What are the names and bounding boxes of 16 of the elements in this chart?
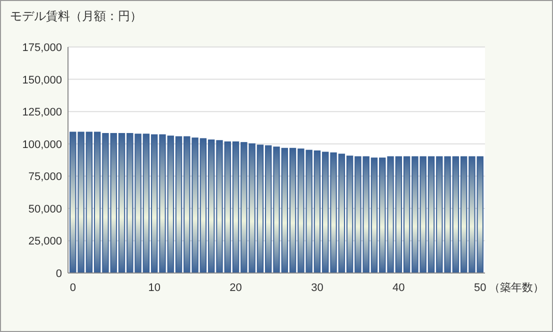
x-tick-label: 10 bbox=[148, 282, 160, 294]
y-tick-label: 0 bbox=[56, 268, 62, 280]
x-tick-label: 40 bbox=[392, 282, 405, 294]
y-tick-label: 125,000 bbox=[22, 106, 62, 119]
y-tick-label: 75,000 bbox=[28, 171, 62, 184]
y-tick-label: 175,000 bbox=[22, 42, 62, 54]
x-tick-label: 0 bbox=[70, 282, 76, 294]
y-tick-label: 150,000 bbox=[22, 74, 62, 86]
y-tick-label: 100,000 bbox=[22, 138, 62, 151]
x-axis-title: （築年数） bbox=[489, 282, 544, 294]
y-tick-label: 25,000 bbox=[28, 236, 62, 248]
x-tick-label: 30 bbox=[311, 282, 324, 294]
x-tick-label: 50 bbox=[474, 282, 486, 294]
x-tick-label: 20 bbox=[230, 282, 242, 294]
y-tick-label: 50,000 bbox=[28, 203, 62, 216]
chart-title: モデル賃料（月額：円） bbox=[10, 9, 142, 23]
